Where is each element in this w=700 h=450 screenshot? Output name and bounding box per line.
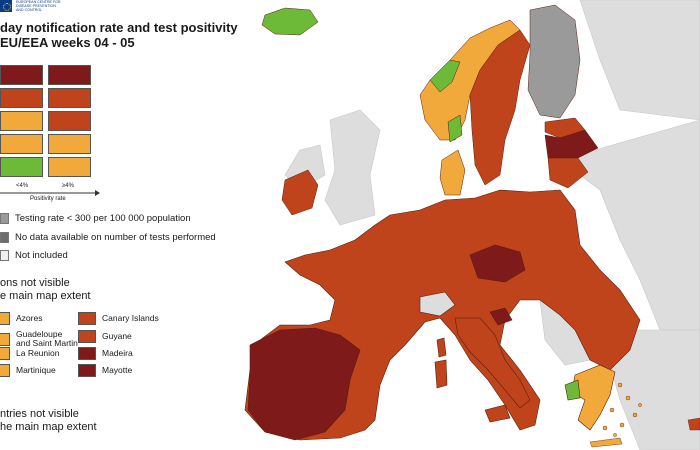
regions-section-title: ons not visible e main map extent	[0, 277, 91, 302]
region-swatch	[78, 330, 96, 343]
north-macedonia-patch	[564, 379, 581, 401]
matrix-cell	[0, 134, 43, 154]
region-item: Guyane	[78, 330, 132, 343]
aegean-islands	[589, 382, 642, 448]
sicily-shape	[484, 404, 511, 423]
region-swatch	[0, 347, 10, 360]
swatch-dark-grey	[0, 232, 9, 243]
slovenia-shape	[489, 307, 513, 326]
norway-shape	[419, 19, 521, 143]
matrix-cell	[48, 111, 91, 131]
matrix-cell	[48, 88, 91, 108]
legend-testing-rate: Testing rate < 300 per 100 000 populatio…	[0, 213, 191, 224]
corsica-shape	[436, 337, 447, 358]
matrix-cell	[0, 88, 43, 108]
region-swatch	[0, 364, 10, 377]
sardinia-shape	[434, 359, 448, 389]
italy-shape	[454, 317, 531, 409]
region-label: Mayotte	[102, 365, 133, 375]
swatch-light-grey	[0, 250, 9, 261]
swatch-grey	[0, 213, 9, 224]
positivity-axis-arrow	[0, 190, 100, 196]
map-title: day notification rate and test positivit…	[0, 20, 238, 35]
region-item: Mayotte	[78, 364, 132, 377]
matrix-cell	[48, 65, 91, 85]
lithuania-shape	[547, 157, 589, 189]
matrix-cell	[48, 134, 91, 154]
map-subtitle: EU/EEA weeks 04 - 05	[0, 35, 135, 50]
region-swatch	[0, 332, 10, 346]
finland-shape	[527, 4, 581, 119]
matrix-cell	[48, 157, 91, 177]
iceland-shape	[261, 7, 319, 36]
legend-no-data: No data available on number of tests per…	[0, 232, 216, 243]
x-tick-high: ≥4%	[62, 183, 74, 189]
region-label: Guyane	[102, 331, 132, 341]
denmark-shape	[439, 149, 466, 196]
cyprus-shape	[687, 417, 700, 431]
region-swatch	[78, 312, 96, 325]
ecdc-logo: EUROPEAN CENTRE FOR DISEASE PREVENTION A…	[0, 0, 76, 12]
region-label: Guadeloupe and Saint Martin	[16, 329, 78, 348]
region-label: Madeira	[102, 348, 133, 358]
sweden-shape	[469, 29, 531, 186]
x-tick-low: <4%	[16, 183, 29, 189]
eu-flag-icon	[0, 0, 12, 12]
region-swatch	[78, 347, 96, 360]
matrix-cell	[0, 157, 43, 177]
region-item: Madeira	[78, 347, 133, 360]
region-item: Martinique	[0, 364, 56, 377]
matrix-cell	[0, 111, 43, 131]
czechia-shape	[469, 244, 526, 283]
ireland-shape	[281, 169, 319, 216]
region-item: Guadeloupe and Saint Martin	[0, 330, 78, 348]
region-swatch	[78, 364, 96, 377]
matrix-cell	[0, 65, 43, 85]
logo-text: EUROPEAN CENTRE FOR DISEASE PREVENTION A…	[16, 0, 61, 12]
switzerland-shape	[419, 291, 456, 317]
countries-section-title: ntries not visible he main map extent	[0, 408, 97, 433]
iberia-shape	[247, 327, 361, 441]
region-item: Azores	[0, 312, 42, 325]
region-label: Azores	[16, 313, 43, 323]
region-item: Canary Islands	[78, 312, 159, 325]
region-label: Martinique	[16, 365, 56, 375]
positivity-axis-title: Positivity rate	[30, 196, 66, 202]
region-item: La Reunion	[0, 347, 59, 360]
legend-not-included: Not included	[0, 250, 68, 261]
region-swatch	[0, 312, 10, 325]
region-label: Canary Islands	[102, 313, 159, 323]
region-label: La Reunion	[16, 348, 60, 358]
